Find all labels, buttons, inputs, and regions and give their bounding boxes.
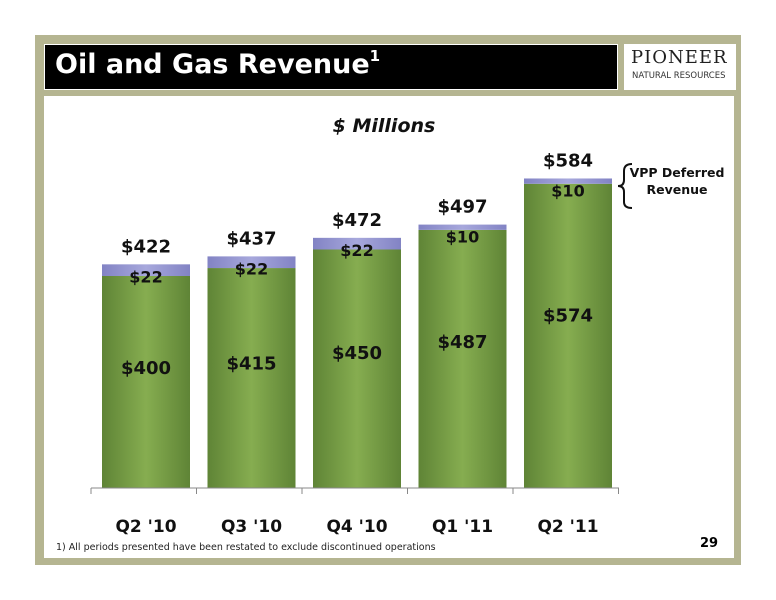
category-tick-label: Q2 '11 [537, 517, 598, 537]
annotation-brace [617, 163, 633, 209]
annotation-line-1: VPP Deferred [630, 165, 725, 180]
revenue-value-label: $487 [437, 332, 487, 353]
total-value-label: $472 [332, 210, 382, 231]
vpp-value-label: $22 [340, 241, 373, 260]
vpp-value-label: $10 [446, 228, 479, 247]
revenue-value-label: $450 [332, 343, 382, 364]
logo-wordmark: PIONEER [631, 47, 728, 68]
category-tick-label: Q4 '10 [326, 517, 387, 537]
chart-panel: $ Millions $400 $22 $422 $415 $22 $437 $450 $22… [44, 96, 734, 558]
vpp-value-label: $10 [551, 181, 584, 200]
bar-revenue [524, 183, 612, 488]
chart-subtitle: $ Millions [333, 115, 436, 137]
bar-revenue [313, 249, 401, 488]
page-title: Oil and Gas Revenue1 [55, 47, 381, 80]
total-value-label: $422 [121, 236, 171, 257]
bars-group [102, 178, 612, 488]
total-value-label: $497 [437, 197, 487, 218]
bar-vpp-deferred [102, 264, 190, 276]
bar-vpp-deferred [418, 224, 507, 230]
title-footnote-marker: 1 [369, 47, 381, 65]
bar-vpp-deferred [313, 237, 401, 250]
revenue-chart: $ Millions $400 $22 $422 $415 $22 $437 $450 $22… [90, 115, 725, 537]
x-axis: Q2 '10 Q3 '10 Q4 '10 Q1 '11 Q2 '11 [90, 487, 619, 537]
bar-revenue [418, 229, 507, 488]
annotation-line-2: Revenue [646, 182, 707, 197]
labels-group: $400 $22 $422 $415 $22 $437 $450 $22 $472 $487 $10… [121, 150, 593, 379]
total-value-label: $584 [543, 150, 593, 171]
title-bar: Oil and Gas Revenue1 [44, 44, 618, 90]
bar-vpp-deferred [524, 178, 612, 184]
footnote: 1) All periods presented have been resta… [56, 542, 436, 553]
vpp-annotation: VPP Deferred Revenue [617, 163, 725, 209]
bar-vpp-deferred [207, 256, 296, 269]
title-text: Oil and Gas Revenue [55, 49, 370, 80]
bar-revenue [102, 276, 190, 488]
category-tick-label: Q3 '10 [221, 517, 282, 537]
category-tick-label: Q2 '10 [115, 517, 176, 537]
vpp-value-label: $22 [129, 267, 162, 286]
revenue-value-label: $415 [226, 354, 276, 375]
pioneer-logo: PIONEER NATURAL RESOURCES [624, 44, 736, 90]
logo-tagline: NATURAL RESOURCES [632, 71, 726, 81]
vpp-value-label: $22 [235, 259, 268, 278]
category-tick-label: Q1 '11 [432, 517, 493, 537]
bar-revenue [207, 268, 296, 488]
revenue-value-label: $574 [543, 306, 593, 327]
page-number: 29 [700, 536, 719, 551]
total-value-label: $437 [226, 228, 276, 249]
revenue-value-label: $400 [121, 358, 171, 379]
